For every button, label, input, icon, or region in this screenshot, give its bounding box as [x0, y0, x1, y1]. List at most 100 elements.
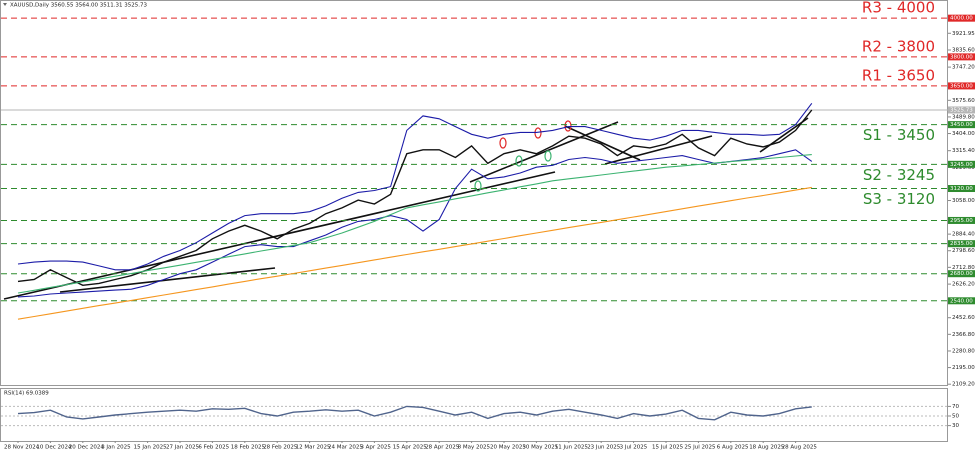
series-line [17, 102, 813, 271]
x-tick-label: 30 May 2025 [522, 445, 558, 451]
rsi-title: RSI(14) 69.0389 [4, 391, 49, 397]
x-tick-label: 28 Apr 2025 [425, 445, 460, 451]
level-annotation: R3 - 4000 [862, 0, 935, 17]
level-label: 2680.00 [950, 271, 973, 277]
level-label: 3450.00 [950, 122, 973, 128]
swing-markers [474, 120, 572, 192]
x-tick-label: 28 Feb 2025 [263, 445, 298, 451]
y-tick-label: 3921.95 [952, 31, 975, 37]
level-label: 2540.00 [950, 298, 973, 304]
level-annotation: S2 - 3245 [863, 166, 935, 184]
x-tick-label: 6 Feb 2025 [198, 445, 229, 451]
symbol-icon [3, 3, 7, 6]
level-label: 2955.00 [950, 218, 973, 224]
x-tick-label: 3 Jul 2025 [620, 445, 648, 451]
level-box [948, 185, 975, 193]
trendline [759, 117, 809, 153]
level-label: 2835.00 [950, 241, 973, 247]
level-annotation: R2 - 3800 [862, 37, 935, 55]
swing-marker [515, 155, 523, 167]
level-label: 3650.00 [950, 83, 973, 89]
level-box [948, 240, 975, 248]
y-tick-label: 3315.40 [952, 148, 975, 154]
level-annotation: S3 - 3120 [863, 190, 935, 208]
y-tick-label: 2884.40 [952, 232, 975, 238]
series-line [17, 149, 813, 298]
level-box [948, 53, 975, 61]
x-tick-label: 18 Feb 2025 [231, 445, 266, 451]
x-tick-label: 3 Apr 2025 [360, 445, 391, 451]
x-tick-label: 27 Jan 2025 [166, 445, 199, 451]
level-label: 3245.00 [950, 162, 973, 168]
y-tick-label: 2712.80 [952, 265, 975, 271]
x-tick-label: 20 May 2025 [490, 445, 526, 451]
x-tick-label: 20 Dec 2024 [69, 445, 105, 451]
level-box [948, 216, 975, 224]
y-tick-label: 3489.80 [952, 114, 975, 120]
y-tick-label: 2452.60 [952, 315, 975, 321]
level-label: 3120.00 [950, 186, 973, 192]
trendline [604, 135, 713, 165]
y-tick-label: 2280.80 [952, 348, 975, 354]
y-tick-label: 70 [952, 404, 959, 410]
swing-marker [534, 127, 542, 139]
series-line [17, 405, 812, 421]
x-tick-label: 24 Mar 2025 [328, 445, 363, 451]
y-tick-label: 2798.60 [952, 248, 975, 254]
y-tick-label: 3747.20 [952, 65, 975, 71]
main-panel [0, 0, 948, 386]
y-tick-label: 2195.00 [952, 365, 975, 371]
trendlines [3, 117, 809, 300]
trendline [3, 171, 556, 300]
swing-marker [499, 137, 507, 149]
level-box [948, 121, 975, 129]
y-tick-label: 2366.80 [952, 332, 975, 338]
trendline [59, 267, 276, 293]
y-tick-label: 50 [952, 414, 959, 420]
x-tick-label: 15 Apr 2025 [393, 445, 428, 451]
swing-marker [544, 150, 552, 162]
x-tick-label: 6 Aug 2025 [717, 445, 749, 451]
level-box [948, 14, 975, 22]
level-box [948, 82, 975, 90]
series-line [17, 109, 813, 287]
x-tick-label: 3 Jan 2025 [101, 445, 131, 451]
y-tick-label: 2109.20 [952, 382, 975, 388]
rsi-panel [0, 388, 948, 442]
swing-marker [564, 120, 572, 132]
level-box [948, 106, 975, 114]
trendline [564, 125, 641, 161]
level-box [948, 160, 975, 168]
chart-header: XAUUSD,Daily 3560.55 3564.00 3511.31 352… [10, 3, 147, 9]
level-label: 3525.73 [950, 107, 973, 113]
level-annotation: R1 - 3650 [862, 66, 935, 84]
x-tick-label: 11 Jun 2025 [555, 445, 589, 451]
y-tick-label: 3575.60 [952, 98, 975, 104]
x-tick-label: 28 Nov 2024 [4, 445, 40, 451]
trendline [469, 121, 619, 183]
x-tick-label: 8 May 2025 [458, 445, 491, 451]
x-tick-label: 25 Jul 2025 [684, 445, 716, 451]
swing-marker [474, 180, 482, 192]
level-box [948, 270, 975, 278]
x-tick-label: 15 Jul 2025 [652, 445, 684, 451]
x-tick-label: 28 Aug 2025 [782, 445, 818, 451]
series-line [17, 154, 812, 294]
y-tick-label: 3404.00 [952, 131, 975, 137]
level-box [948, 297, 975, 305]
y-tick-label: 3835.60 [952, 47, 975, 53]
level-annotation: S1 - 3450 [863, 126, 935, 144]
level-label: 3800.00 [950, 54, 973, 60]
level-label: 4000.00 [950, 16, 973, 22]
y-tick-label: 2626.20 [952, 282, 975, 288]
x-tick-label: 23 Jun 2025 [587, 445, 621, 451]
y-tick-label: 30 [952, 423, 959, 429]
x-tick-label: 10 Dec 2024 [36, 445, 72, 451]
x-tick-label: 12 Mar 2025 [296, 445, 331, 451]
x-tick-label: 18 Aug 2025 [749, 445, 785, 451]
y-tick-label: 3058.00 [952, 198, 975, 204]
x-tick-label: 15 Jan 2025 [134, 445, 167, 451]
series-line [17, 186, 812, 320]
